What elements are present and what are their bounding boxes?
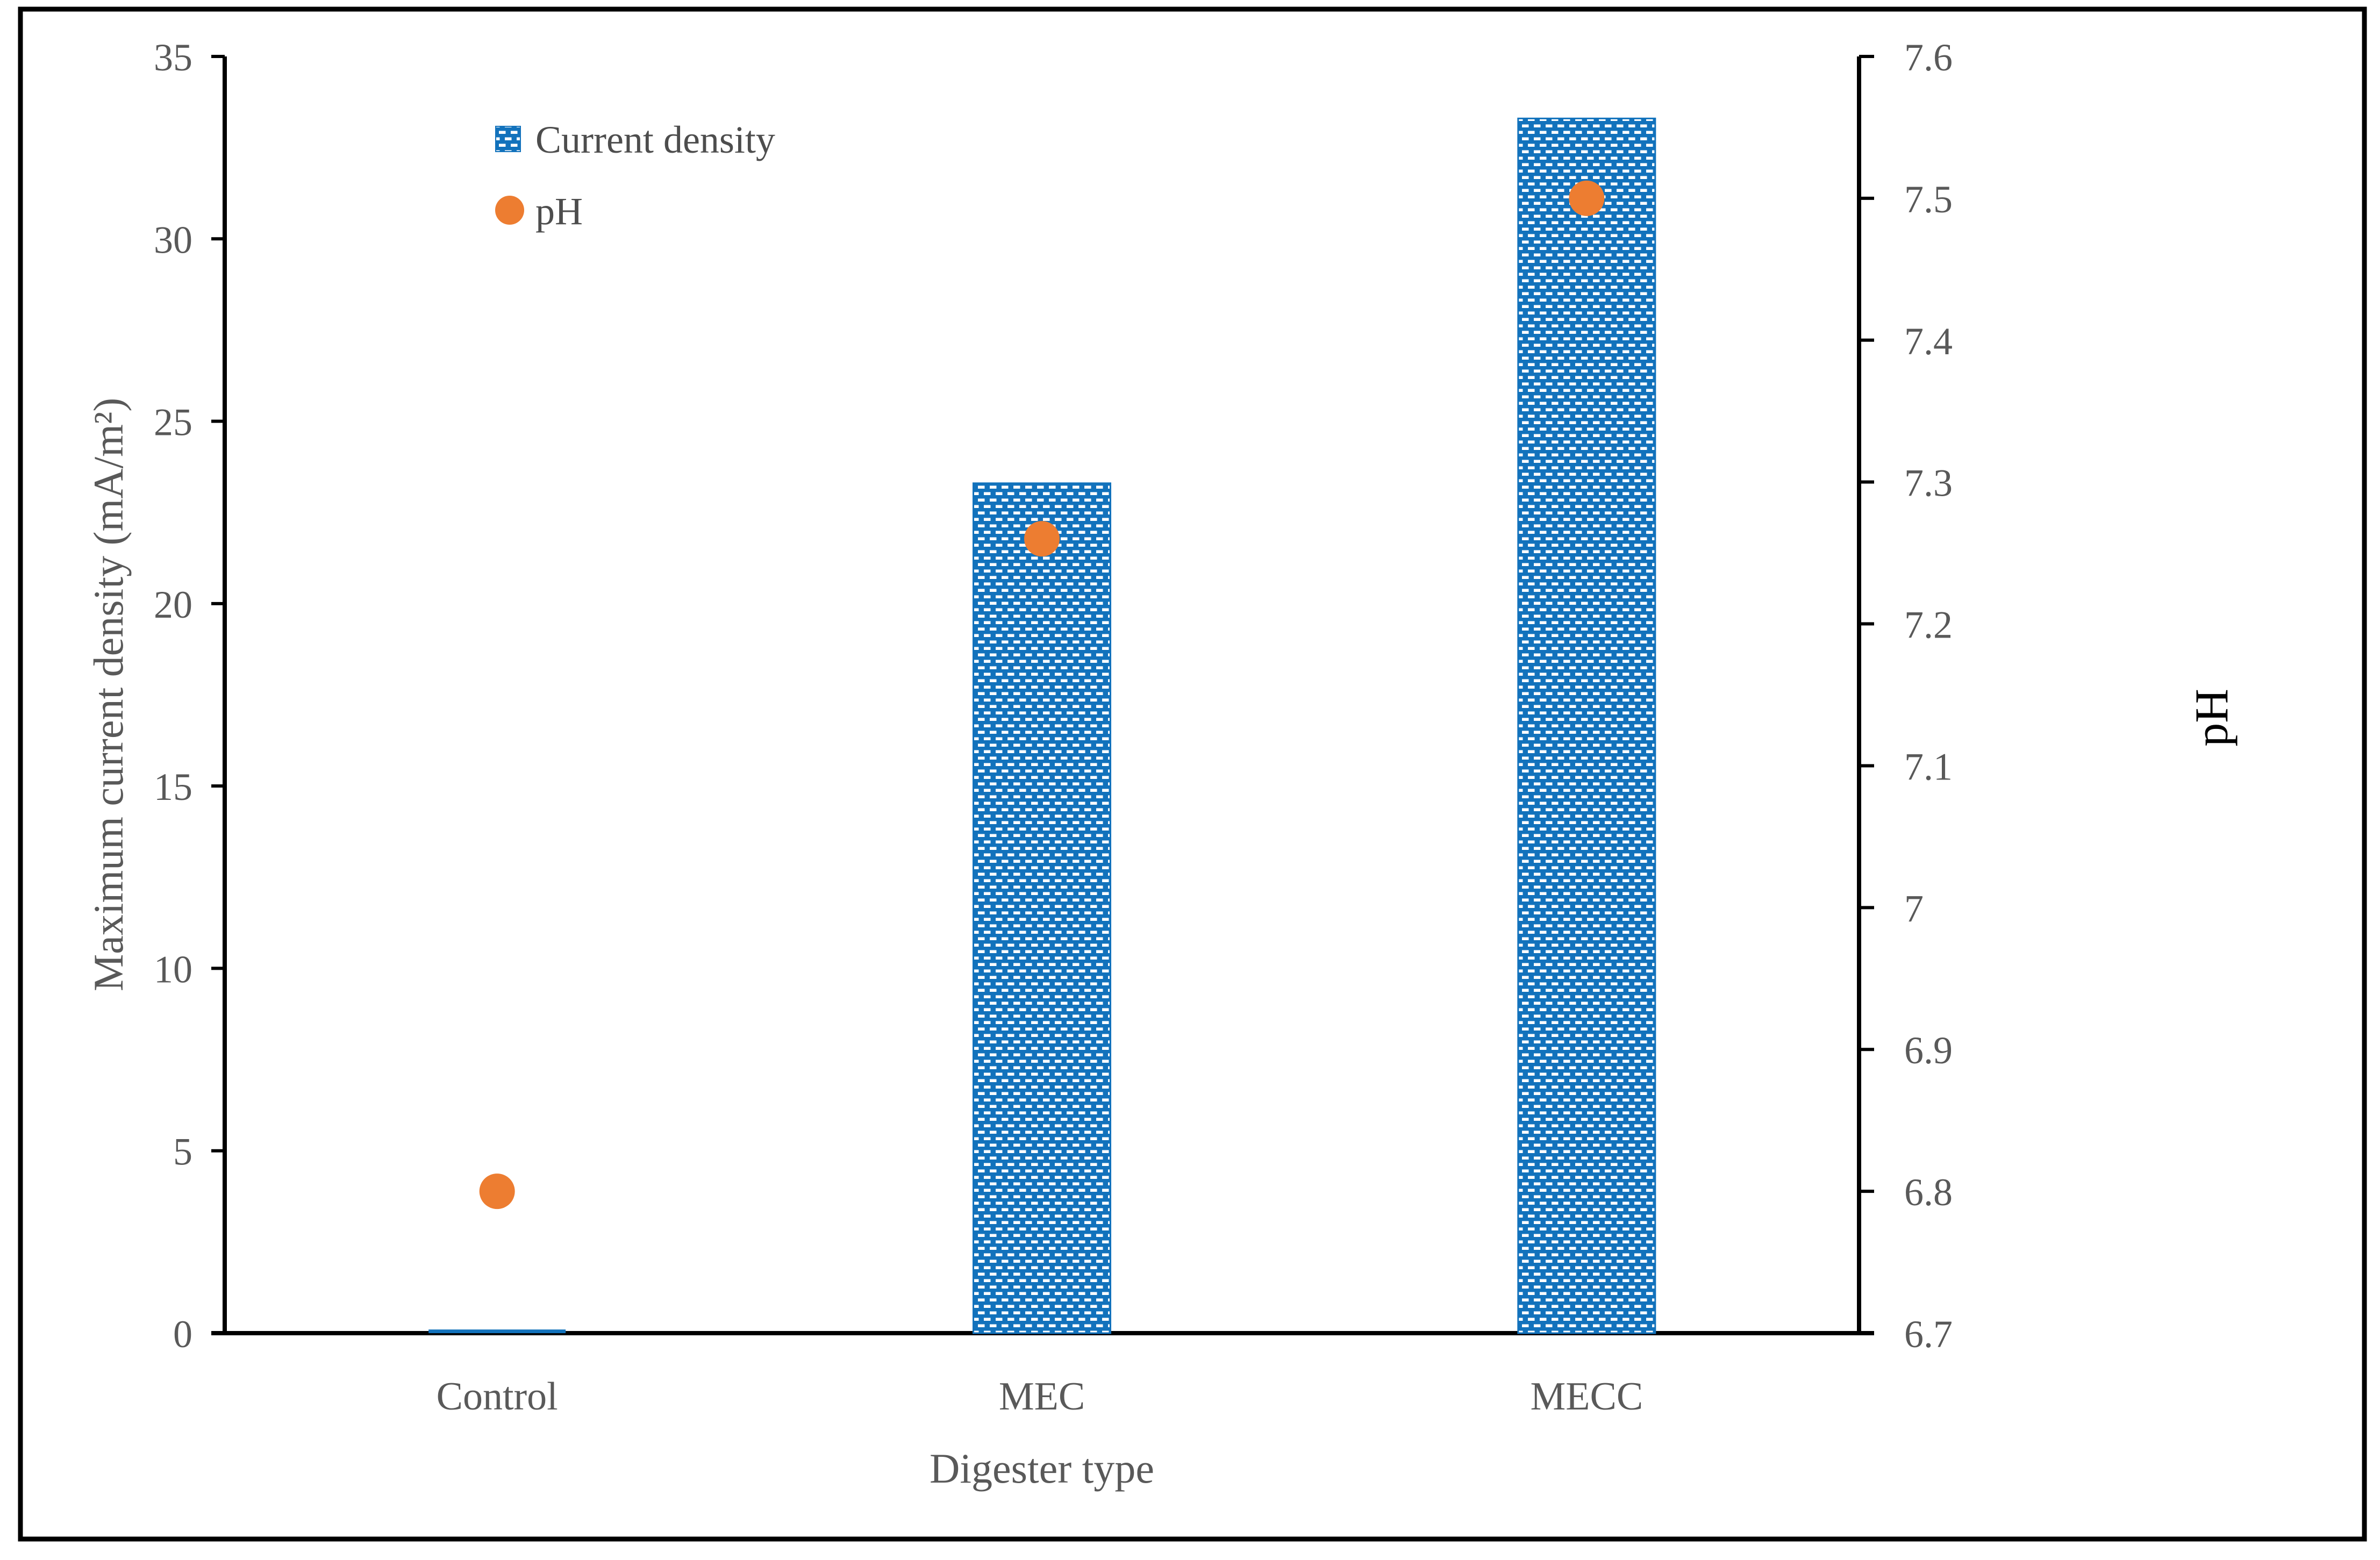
ph-dots-group [479,180,1605,1210]
right-axis-tick-label: 6.8 [1904,1171,1953,1214]
right-axis-tick-label: 7.1 [1904,745,1953,788]
legend-ph-label: pH [535,190,583,233]
legend-ph-marker-icon [495,196,524,225]
right-axis-title: pH [2186,689,2238,747]
right-axis-tick-label: 7 [1904,887,1924,930]
ph-dot-mec [1024,521,1060,557]
x-category-label: Control [437,1375,558,1419]
bar-mec [973,482,1111,1334]
bar-control [428,1329,566,1333]
right-axis-tick-label: 7.5 [1904,178,1953,221]
left-axis-title: Maximum current density (mA/m²) [85,398,132,991]
right-axis-tick-label: 6.7 [1904,1313,1953,1356]
legend-current-density-swatch-icon [495,126,521,152]
right-axis: 6.7 6.8 6.9 7 7.1 7.2 7.3 7.4 7.5 7.6 [1859,36,1953,1356]
left-axis-tick-label: 35 [154,36,192,79]
left-axis-tick-label: 15 [154,765,192,808]
left-axis: 0 5 10 15 20 25 30 35 [154,36,225,1356]
bars-group [428,117,1656,1334]
figure-border [18,6,2367,1542]
bar-mecc [1517,117,1656,1334]
right-axis-tick-label: 7.3 [1904,462,1953,505]
ph-dot-mecc [1569,180,1605,216]
right-axis-tick-label: 6.9 [1904,1029,1953,1072]
x-category-label: MECC [1530,1375,1643,1419]
left-axis-tick-label: 25 [154,401,192,444]
right-axis-tick-label: 7.4 [1904,320,1953,363]
right-axis-tick-label: 7.2 [1904,604,1953,647]
x-category-label: MEC [999,1375,1085,1419]
left-axis-tick-label: 5 [173,1130,192,1173]
x-axis: Control MEC MECC [437,1375,1643,1419]
left-axis-tick-label: 0 [173,1313,192,1356]
right-axis-tick-label: 7.6 [1904,36,1953,79]
left-axis-tick-label: 10 [154,948,192,991]
left-axis-tick-label: 30 [154,218,192,261]
x-axis-title: Digester type [930,1445,1154,1492]
ph-dot-control [479,1173,515,1210]
left-axis-tick-label: 20 [154,583,192,626]
legend-current-density-label: Current density [535,118,775,161]
legend: Current density pH [495,118,775,233]
